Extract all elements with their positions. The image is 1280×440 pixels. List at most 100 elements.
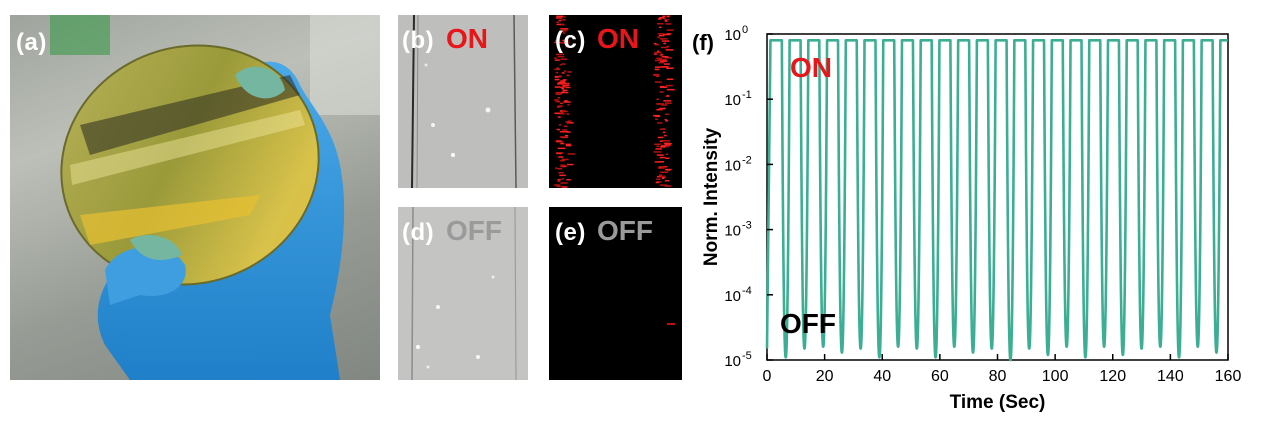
y-tick-exponent: -5 [742, 350, 752, 362]
fluorescence-speck [560, 136, 567, 138]
fluorescence-speck [658, 167, 665, 169]
fluorescence-speck [554, 57, 557, 59]
y-tick-label: 10 [724, 27, 741, 44]
fluorescence-speck [559, 124, 562, 126]
annotation-off: OFF [780, 308, 836, 339]
fluorescence-speck [559, 20, 561, 22]
fluorescence-speck [654, 144, 661, 146]
fluorescence-speck [653, 74, 659, 76]
wafer-photo [10, 15, 380, 380]
x-tick-label: 100 [1042, 368, 1069, 385]
fluorescence-speck [558, 156, 563, 158]
fluorescence-speck [662, 16, 665, 18]
fluorescence-speck [555, 79, 560, 81]
x-tick-label: 140 [1157, 368, 1184, 385]
fluorescence-speck [666, 145, 669, 147]
fluorescence-speck [560, 160, 565, 162]
y-tick-exponent: -3 [742, 220, 752, 232]
fluorescence-speck [561, 178, 564, 180]
fluorescence-speck [565, 121, 570, 123]
fluorescence-speck [655, 119, 658, 121]
fluorescence-speck [655, 161, 662, 163]
fluorescence-speck [663, 100, 671, 102]
fluorescence-speck [657, 36, 660, 38]
fluorescence-speck [661, 66, 668, 68]
panel-label-e: (e) [555, 219, 586, 247]
fluorescence-speck [566, 144, 571, 146]
fluorescence-speck [562, 63, 566, 65]
panel-a-wafer-photo: (a) [10, 15, 380, 380]
fluorescence-speck [556, 153, 561, 155]
fluorescence-speck [560, 110, 562, 112]
panel-label-c: (c) [555, 27, 586, 55]
fluorescence-speck [558, 181, 560, 183]
panel-e-fluorescence-off: (e) OFF [549, 207, 682, 380]
fluorescence-speck [556, 140, 562, 142]
fluorescence-speck [561, 88, 564, 90]
y-tick-label: 10 [724, 288, 741, 305]
fluorescence-speck [561, 24, 565, 26]
fluorescence-speck [665, 158, 669, 160]
fluorescence-speck [557, 129, 560, 131]
x-axis-label: Time (Sec) [950, 392, 1046, 413]
intensity-series-line [767, 40, 1228, 360]
fluorescence-speck [667, 79, 673, 81]
fluorescence-speck [566, 179, 570, 181]
fluorescence-speck [656, 58, 660, 60]
fluorescence-speck [660, 129, 665, 131]
x-tick-label: 40 [873, 368, 891, 385]
fluorescence-speck [666, 85, 673, 87]
fluorescence-speck [654, 43, 657, 45]
fluorescence-speck [556, 22, 559, 24]
fluorescence-speck [658, 137, 663, 139]
fluorescence-speck [657, 23, 664, 25]
fluorescence-speck [564, 70, 566, 72]
fluorescence-speck [557, 105, 562, 107]
fluorescence-speck [667, 89, 675, 91]
state-label-on-b: ON [446, 23, 488, 55]
fluorescence-speck [560, 165, 565, 167]
fluorescence-speck [655, 116, 660, 118]
fluorescence-speck [557, 168, 562, 170]
fluorescence-speck [560, 64, 562, 66]
fluorescence-speck [662, 178, 665, 180]
panel-label-a: (a) [16, 29, 47, 57]
fluorescence-speck [657, 99, 659, 101]
fluorescence-speck [662, 40, 664, 42]
fluorescence-speck [556, 101, 561, 103]
fluorescence-speck [556, 16, 563, 18]
fluorescence-speck [566, 87, 570, 89]
fluorescence-speck [562, 159, 569, 161]
y-tick-label: 10 [724, 223, 741, 240]
fluorescence-speck [662, 56, 669, 58]
fluorescence-speck [665, 114, 669, 116]
fluorescence-speck [560, 182, 567, 184]
fluorescence-speck [662, 59, 667, 61]
fluorescence-speck [667, 29, 674, 31]
fluorescence-speck [657, 154, 664, 156]
fluorescence-speck [554, 113, 560, 115]
fluorescence-speck [660, 172, 668, 174]
fluorescence-speck [665, 180, 669, 182]
fluorescence-speck [556, 72, 559, 74]
y-tick-label: 10 [724, 92, 741, 109]
fluorescence-speck [568, 153, 576, 155]
fluorescence-speck [659, 108, 663, 110]
fluorescence-speck [655, 69, 660, 71]
fluorescence-speck [567, 164, 574, 166]
y-tick-exponent: -2 [742, 154, 752, 166]
fluorescence-speck [660, 38, 667, 40]
fluorescence-speck [657, 146, 660, 148]
fluorescence-speck [663, 43, 666, 45]
fluorescence-speck [565, 135, 568, 137]
fluorescence-speck [564, 126, 568, 128]
fluorescence-speck [655, 60, 661, 62]
fluorescence-speck [655, 66, 661, 68]
fluorescence-speck [558, 172, 564, 174]
fluorescence-speck [665, 120, 668, 122]
background-green-object [50, 15, 110, 55]
fluorescence-speck [660, 157, 665, 159]
fluorescence-speck [554, 69, 560, 71]
fluorescence-speck [559, 175, 566, 177]
